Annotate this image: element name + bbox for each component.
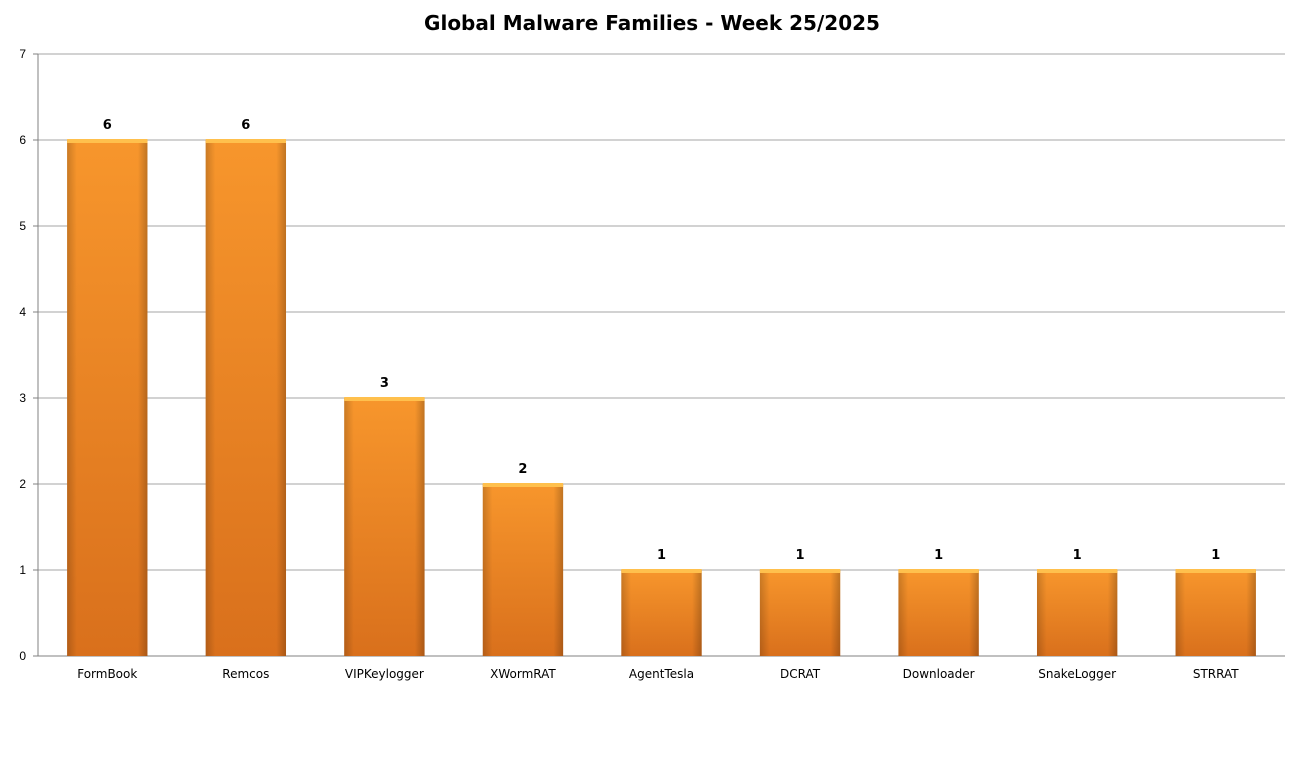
x-tick-label: STRRAT [1193,667,1239,681]
data-label: 1 [657,548,666,563]
bar-top-cap [205,139,287,143]
x-tick-label: FormBook [77,667,137,681]
y-tick-label: 6 [19,133,26,147]
x-tick-label: VIPKeylogger [345,667,424,681]
data-label: 2 [518,462,527,477]
y-tick-label: 2 [19,477,26,491]
bar-top-cap [898,569,979,573]
bar-top-cap [344,397,425,401]
bar-top-cap [1036,569,1118,573]
y-tick-label: 3 [19,391,26,405]
bar-shade [482,484,564,656]
bar-shade [621,570,702,656]
y-tick-label: 4 [19,305,26,319]
data-label: 1 [1073,548,1082,563]
x-tick-label: Remcos [222,667,269,681]
y-tick-label: 5 [19,219,26,233]
bar-shade [344,398,425,656]
chart-title: Global Malware Families - Week 25/2025 [424,11,880,35]
bar-top-cap [67,139,148,143]
x-tick-label: SnakeLogger [1038,667,1116,681]
data-label: 1 [934,548,943,563]
data-label: 6 [241,118,250,133]
data-label: 1 [796,548,805,563]
x-tick-label: XWormRAT [490,667,556,681]
x-tick-label: Downloader [903,667,975,681]
y-tick-label: 0 [19,649,26,663]
bar-top-cap [1175,569,1256,573]
x-tick-label: AgentTesla [629,667,694,681]
bars [67,139,1256,656]
bar-top-cap [621,569,702,573]
bar-shade [898,570,979,656]
y-tick-label: 1 [19,563,26,577]
bar-shade [759,570,841,656]
data-label: 6 [103,118,112,133]
x-tick-label: DCRAT [780,667,821,681]
bar-shade [1175,570,1256,656]
y-tick-label: 7 [19,47,26,61]
bar-top-cap [482,483,564,487]
labels: 0 1 2 3 4 5 6 7 6 FormBook 6 Remcos 3 VIPKeylogger 2 XW… [19,47,1239,681]
data-label: 3 [380,376,389,391]
bar-shade [205,140,287,656]
bar-top-cap [759,569,841,573]
bar-shade [67,140,148,656]
bar-shade [1036,570,1118,656]
data-label: 1 [1211,548,1220,563]
